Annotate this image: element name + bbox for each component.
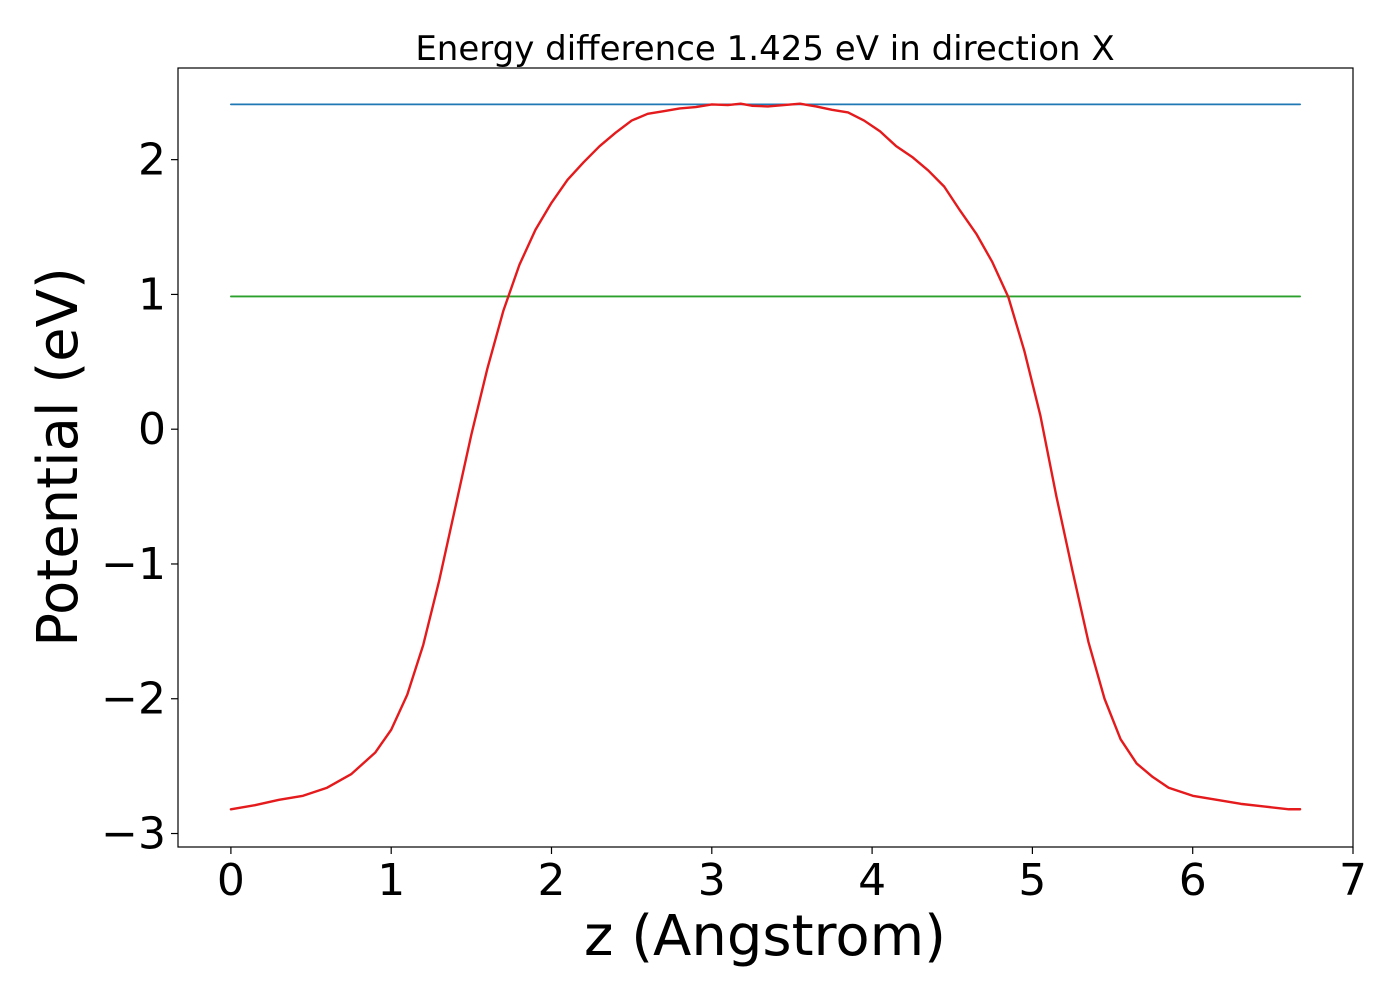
y-axis-ticks: −3 −2 −1 0 1 2 [101, 135, 178, 860]
x-tick-label: 3 [698, 855, 726, 906]
x-axis-label: z (Angstrom) [584, 904, 946, 969]
y-tick-label: −3 [101, 809, 166, 860]
x-tick-label: 5 [1018, 855, 1046, 906]
series-line-3 [229, 102, 1302, 811]
chart-title: Energy difference 1.425 eV in direction … [415, 29, 1114, 69]
y-axis-label: Potential (eV) [26, 267, 91, 647]
y-tick-label: 0 [138, 404, 166, 455]
x-tick-label: 2 [537, 855, 565, 906]
x-tick-label: 1 [377, 855, 405, 906]
y-tick-label: 2 [138, 135, 166, 186]
x-tick-label: 6 [1179, 855, 1207, 906]
x-axis-ticks: 0 1 2 3 4 5 6 7 [217, 847, 1367, 906]
x-tick-label: 4 [858, 855, 886, 906]
series-layer [229, 102, 1302, 811]
plot-frame [177, 67, 1354, 848]
y-tick-label: −1 [101, 539, 166, 590]
x-tick-label: 0 [217, 855, 245, 906]
y-tick-label: −2 [101, 674, 166, 725]
y-tick-label: 1 [138, 269, 166, 320]
x-tick-label: 7 [1339, 855, 1367, 906]
